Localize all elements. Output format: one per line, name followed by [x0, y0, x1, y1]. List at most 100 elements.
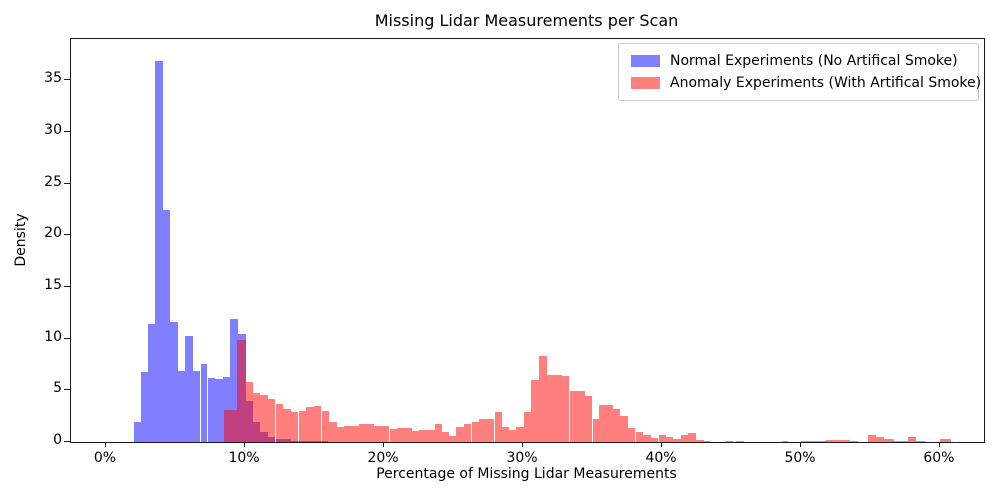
- bar-anomaly: [688, 433, 696, 442]
- bar-anomaly: [374, 425, 382, 442]
- x-tick-mark: [244, 442, 245, 447]
- bar-anomaly: [381, 425, 390, 442]
- bar-anomaly: [724, 441, 733, 442]
- bar-anomaly: [673, 439, 681, 442]
- bar-normal: [215, 379, 223, 442]
- x-tick-label: 30%: [506, 450, 538, 466]
- x-tick-mark: [661, 442, 662, 447]
- bar-anomaly: [389, 428, 398, 442]
- y-tick-mark: [64, 79, 70, 81]
- x-axis-label: Percentage of Missing Lidar Measurements: [376, 466, 677, 482]
- bar-anomaly: [321, 411, 330, 442]
- bar-normal: [163, 209, 170, 442]
- bar-anomaly: [635, 432, 644, 442]
- y-tick-mark: [64, 337, 70, 339]
- bar-normal: [155, 60, 163, 442]
- bar-anomaly: [456, 427, 464, 442]
- x-tick-mark: [105, 442, 106, 447]
- y-tick-label: 30: [44, 122, 62, 138]
- bar-anomaly: [404, 427, 412, 442]
- bar-anomaly: [539, 356, 547, 442]
- bar-anomaly: [577, 391, 585, 442]
- bar-normal: [133, 422, 141, 442]
- y-tick-mark: [64, 234, 70, 236]
- bar-anomaly: [884, 439, 894, 442]
- bar-anomaly: [236, 339, 246, 442]
- x-tick-label: 0%: [93, 450, 117, 466]
- legend-swatch: [631, 55, 660, 67]
- bar-anomaly: [471, 422, 480, 442]
- bar-anomaly: [908, 436, 917, 442]
- bar-anomaly: [546, 375, 555, 442]
- bar-anomaly: [516, 427, 524, 442]
- bar-normal: [200, 363, 208, 442]
- legend-label: Normal Experiments (No Artifical Smoke): [670, 53, 958, 69]
- bar-anomaly: [801, 440, 826, 442]
- bar-anomaly: [419, 429, 427, 442]
- bar-anomaly: [876, 436, 885, 442]
- bar-normal: [207, 377, 216, 442]
- x-tick-label: 10%: [228, 450, 260, 466]
- bar-anomaly: [260, 394, 268, 442]
- y-tick-label: 10: [44, 328, 62, 345]
- bar-anomaly: [554, 375, 562, 442]
- bar-anomaly: [494, 412, 503, 442]
- bar-anomaly: [267, 398, 276, 442]
- y-tick-mark: [64, 441, 70, 442]
- bar-anomaly: [606, 405, 614, 442]
- bar-anomaly: [336, 426, 344, 442]
- bar-anomaly: [275, 403, 284, 442]
- bar-anomaly: [245, 382, 254, 442]
- y-tick-mark: [64, 131, 70, 132]
- bar-anomaly: [703, 441, 711, 442]
- bar-anomaly: [894, 441, 908, 442]
- bar-anomaly: [599, 405, 607, 442]
- bar-anomaly: [463, 424, 472, 442]
- legend: Normal Experiments (No Artifical Smoke) A…: [618, 43, 981, 101]
- legend-label: Anomaly Experiments (With Artifical Smok…: [670, 75, 982, 91]
- bar-anomaly: [283, 408, 291, 442]
- bar-anomaly: [434, 424, 443, 442]
- x-tick-mark: [938, 442, 940, 447]
- bar-anomaly: [523, 412, 532, 442]
- bar-anomaly: [826, 439, 842, 442]
- chart-title: Missing Lidar Measurements per Scan: [374, 11, 679, 30]
- bar-anomaly: [592, 418, 600, 442]
- bar-anomaly: [479, 419, 487, 442]
- bar-anomaly: [939, 439, 951, 442]
- bar-anomaly: [329, 422, 337, 442]
- bar-normal: [170, 322, 178, 442]
- bar-anomaly: [867, 434, 876, 442]
- y-tick-label: 25: [44, 173, 62, 190]
- bar-anomaly: [442, 431, 450, 442]
- bar-anomaly: [666, 436, 673, 442]
- bar-anomaly: [658, 435, 667, 442]
- x-tick-label: 40%: [645, 450, 677, 466]
- bar-anomaly: [224, 410, 237, 442]
- y-tick-label: 15: [44, 277, 62, 293]
- bar-anomaly: [696, 440, 704, 442]
- bar-anomaly: [366, 424, 375, 442]
- bar-anomaly: [290, 412, 299, 442]
- bar-anomaly: [781, 441, 789, 442]
- bar-anomaly: [351, 425, 359, 442]
- bar-anomaly: [343, 425, 352, 442]
- bar-anomaly: [298, 411, 307, 442]
- y-tick-mark: [64, 182, 70, 184]
- legend-item: Anomaly Experiments (With Artifical Smok…: [627, 72, 981, 94]
- bar-anomaly: [561, 376, 570, 442]
- x-tick-label: 60%: [923, 450, 955, 466]
- bar-anomaly: [584, 395, 593, 442]
- bar-normal: [230, 319, 238, 442]
- bar-anomaly: [531, 380, 539, 442]
- plot-area: [70, 38, 985, 443]
- bar-anomaly: [359, 424, 367, 442]
- bar-anomaly: [509, 429, 516, 442]
- y-tick-label: 5: [53, 380, 62, 397]
- bar-anomaly: [502, 427, 509, 442]
- bar-anomaly: [486, 419, 495, 442]
- x-tick-label: 20%: [367, 450, 399, 466]
- bar-anomaly: [427, 429, 435, 442]
- y-tick-label: 0: [53, 432, 62, 448]
